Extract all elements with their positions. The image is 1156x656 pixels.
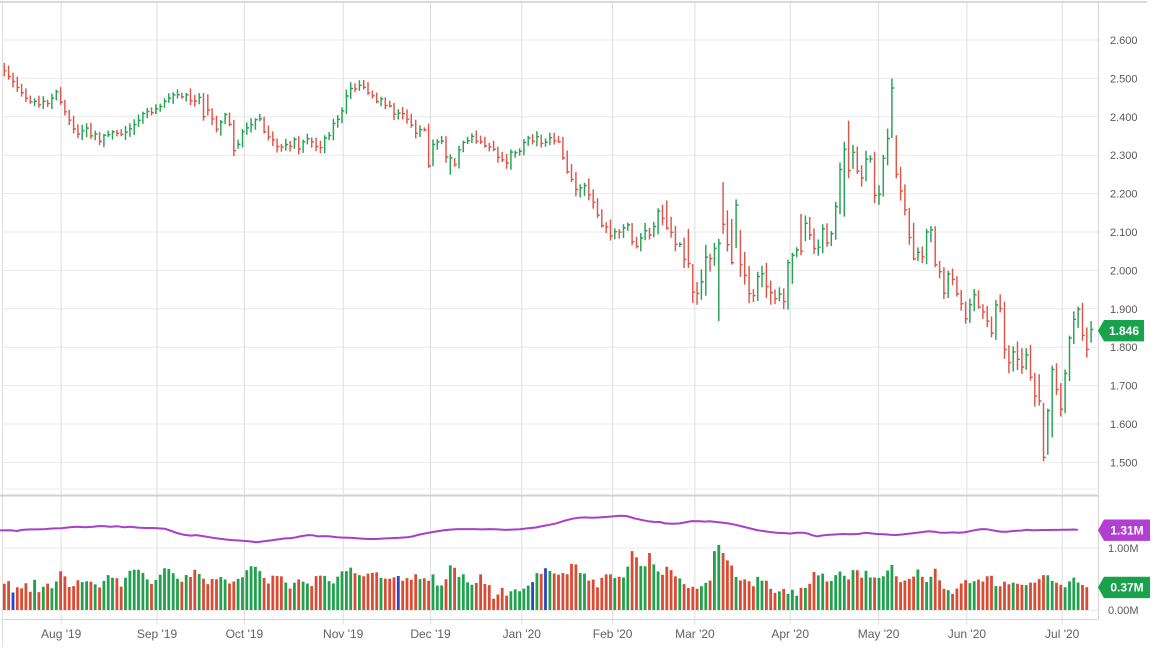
svg-text:1.500: 1.500: [1110, 457, 1138, 469]
svg-text:Aug '19: Aug '19: [41, 627, 82, 641]
svg-text:Jun '20: Jun '20: [948, 627, 987, 641]
svg-text:0.00M: 0.00M: [1108, 605, 1139, 617]
svg-text:2.200: 2.200: [1110, 189, 1138, 201]
svg-text:2.100: 2.100: [1110, 227, 1138, 239]
svg-text:1.700: 1.700: [1110, 381, 1138, 393]
svg-text:Mar '20: Mar '20: [675, 627, 715, 641]
svg-text:1.00M: 1.00M: [1108, 543, 1139, 555]
svg-text:Feb '20: Feb '20: [593, 627, 633, 641]
svg-text:1.600: 1.600: [1110, 419, 1138, 431]
svg-text:2.400: 2.400: [1110, 112, 1138, 124]
svg-text:1.900: 1.900: [1110, 304, 1138, 316]
svg-text:2.300: 2.300: [1110, 150, 1138, 162]
svg-text:1.800: 1.800: [1110, 342, 1138, 354]
svg-text:Jul '20: Jul '20: [1045, 627, 1080, 641]
svg-text:Dec '19: Dec '19: [410, 627, 451, 641]
svg-text:May '20: May '20: [858, 627, 900, 641]
svg-text:1.31M: 1.31M: [1110, 523, 1143, 537]
svg-text:1.846: 1.846: [1109, 324, 1139, 338]
svg-text:2.500: 2.500: [1110, 73, 1138, 85]
svg-text:Apr '20: Apr '20: [771, 627, 809, 641]
svg-text:Nov '19: Nov '19: [323, 627, 364, 641]
svg-text:Oct '19: Oct '19: [226, 627, 264, 641]
svg-text:Sep '19: Sep '19: [137, 627, 178, 641]
svg-text:2.000: 2.000: [1110, 265, 1138, 277]
svg-text:0.37M: 0.37M: [1110, 581, 1143, 595]
svg-text:Jan '20: Jan '20: [503, 627, 542, 641]
svg-text:2.600: 2.600: [1110, 35, 1138, 47]
